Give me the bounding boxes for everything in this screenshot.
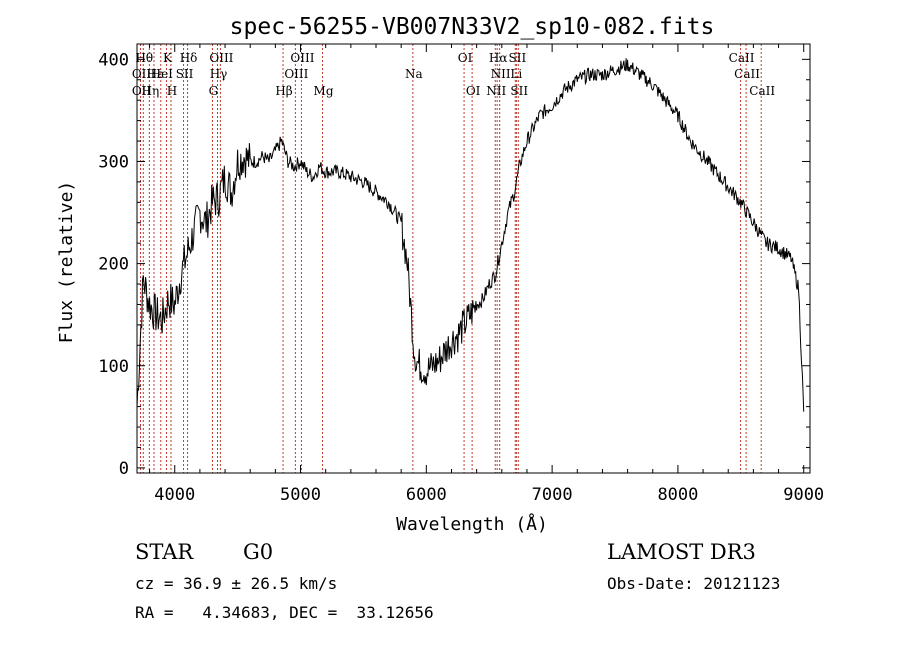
line-label: OIII [284, 67, 308, 81]
line-label: OI [458, 51, 473, 65]
line-label: SII [510, 84, 528, 98]
line-label: Na [405, 67, 423, 81]
chart-title: spec-56255-VB007N33V2_sp10-082.fits [230, 14, 715, 40]
y-axis-ticks: 0 100 200 300 400 [98, 50, 810, 479]
line-label: Hα [489, 51, 508, 65]
x-tick-label: 4000 [154, 485, 195, 505]
line-label: K [163, 51, 173, 65]
line-label: Hβ [275, 84, 292, 98]
line-label: Mg [314, 84, 334, 98]
redshift-cz: cz = 36.9 ± 26.5 km/s [135, 574, 338, 593]
x-axis-label: Wavelength (Å) [396, 513, 548, 535]
x-tick-label: 9000 [783, 485, 824, 505]
line-label: Li [510, 67, 522, 81]
y-tick-label: 100 [98, 357, 129, 377]
line-label: OIII [290, 51, 314, 65]
line-label: CaII [729, 51, 755, 65]
line-label: OIII [209, 51, 233, 65]
survey-name: LAMOST DR3 [607, 540, 756, 564]
line-label: Hε [147, 67, 164, 81]
line-label: OI [466, 84, 481, 98]
x-tick-label: 6000 [406, 485, 447, 505]
line-label: H [167, 84, 177, 98]
y-axis-label: Flux (relative) [56, 181, 77, 344]
observation-date: Obs-Date: 20121123 [607, 574, 781, 593]
line-label: NII [486, 84, 506, 98]
plot-frame [136, 43, 811, 474]
line-label: Hγ [210, 67, 228, 81]
x-tick-label: 5000 [280, 485, 321, 505]
line-label: SII [509, 51, 527, 65]
y-tick-label: 200 [98, 255, 129, 275]
line-label: Hη [141, 84, 159, 98]
emission-line-markers [140, 44, 762, 473]
y-tick-label: 400 [98, 50, 129, 70]
object-subclass: G0 [243, 540, 274, 564]
line-label: CaII [734, 67, 760, 81]
line-label: Hδ [180, 51, 198, 65]
object-class: STAR [135, 540, 194, 564]
line-label: SII [176, 67, 194, 81]
line-label: Hθ [135, 51, 153, 65]
flux-series-line [136, 58, 805, 412]
line-label: HeI [151, 67, 174, 81]
y-tick-label: 0 [119, 459, 129, 479]
coordinates: RA = 4.34683, DEC = 33.12656 [135, 603, 434, 622]
line-label: NII [491, 67, 511, 81]
x-tick-label: 7000 [532, 485, 573, 505]
x-axis-ticks: 4000 5000 6000 7000 8000 9000 [149, 44, 824, 505]
x-tick-label: 8000 [657, 485, 698, 505]
emission-line-labels: HθOIIOIIHηHεHeIKHSIIHδGHγOIIIHβOIIIOIIIM… [132, 51, 775, 98]
y-tick-label: 300 [98, 152, 129, 172]
line-label: CaII [749, 84, 775, 98]
line-label: G [209, 84, 219, 98]
